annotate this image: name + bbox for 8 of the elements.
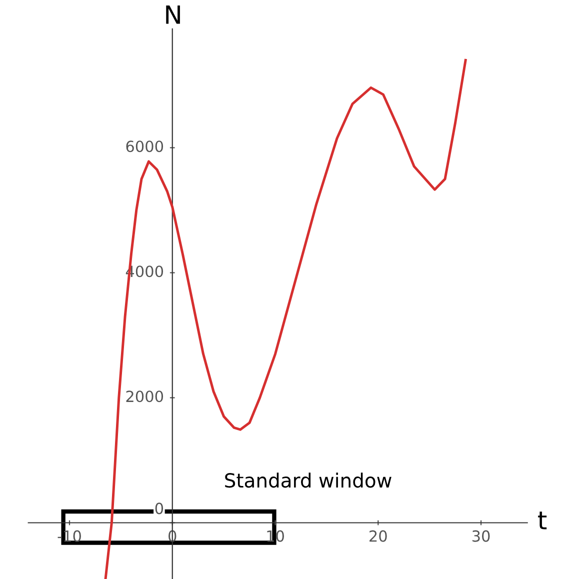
x-axis-title: t (538, 512, 547, 530)
annotation: Standard window (225, 472, 392, 488)
x-tick-label: 30 (472, 530, 490, 542)
y-tick-label: 6000 (126, 140, 164, 152)
y-tick-label: 2000 (126, 390, 164, 402)
y-axis-title: N (166, 6, 180, 24)
y-tick-label: 0 (155, 502, 164, 514)
x-tick-label: 20 (370, 530, 387, 542)
